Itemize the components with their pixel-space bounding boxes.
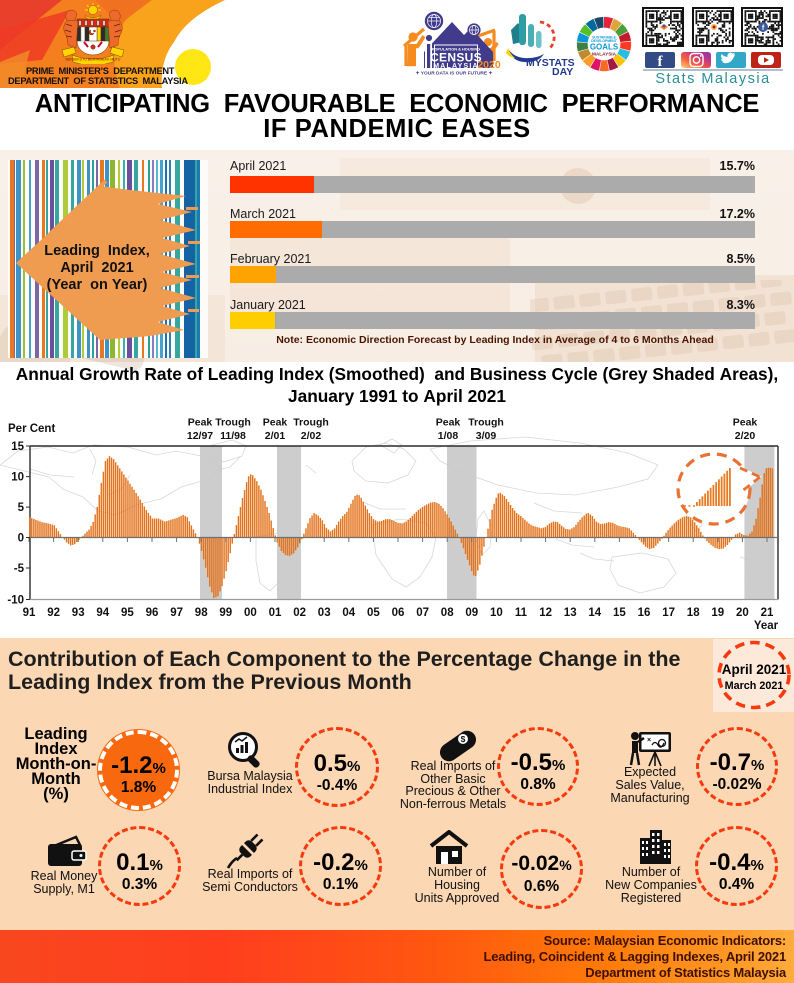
svg-text:03: 03 xyxy=(318,607,331,619)
svg-text:MALAYSIA: MALAYSIA xyxy=(433,63,479,70)
svg-text:-5: -5 xyxy=(14,563,25,575)
svg-text:10: 10 xyxy=(11,472,24,484)
svg-text:Peak: Peak xyxy=(436,417,461,429)
svg-text:17: 17 xyxy=(662,607,675,619)
svg-text:DEVELOPMENT: DEVELOPMENT xyxy=(591,39,618,43)
svg-text:$: $ xyxy=(461,734,466,744)
svg-text:(Year on Year): (Year on Year) xyxy=(47,277,148,293)
svg-text:2/20: 2/20 xyxy=(735,430,756,442)
svg-text:DAY: DAY xyxy=(552,66,573,76)
svg-text:0: 0 xyxy=(18,533,24,545)
svg-text:-10: -10 xyxy=(7,595,24,607)
svg-text:12/97: 12/97 xyxy=(187,430,213,442)
svg-text:15: 15 xyxy=(613,607,626,619)
svg-text:f: f xyxy=(658,54,664,70)
svg-text:BERSEKUTU BERTAMBAH MUTU: BERSEKUTU BERTAMBAH MUTU xyxy=(66,58,121,62)
svg-text:1/08: 1/08 xyxy=(438,430,459,442)
svg-text:00: 00 xyxy=(244,607,257,619)
svg-text:02: 02 xyxy=(293,607,306,619)
svg-text:5: 5 xyxy=(18,502,25,514)
svg-text:GOALS: GOALS xyxy=(590,43,618,52)
svg-text:March 2021: March 2021 xyxy=(725,680,784,692)
svg-text:20: 20 xyxy=(736,607,749,619)
svg-text:10: 10 xyxy=(490,607,503,619)
svg-text:93: 93 xyxy=(72,607,85,619)
svg-text:14: 14 xyxy=(588,607,601,619)
svg-text:18: 18 xyxy=(687,607,700,619)
svg-text:01: 01 xyxy=(269,607,282,619)
svg-text:Leading Index,: Leading Index, xyxy=(44,243,150,259)
svg-text:April 2021: April 2021 xyxy=(722,662,787,677)
svg-text:96: 96 xyxy=(146,607,159,619)
svg-text:06: 06 xyxy=(392,607,405,619)
svg-text:×: × xyxy=(647,737,651,744)
svg-text:MALAYSIA: MALAYSIA xyxy=(592,51,617,56)
svg-text:3/09: 3/09 xyxy=(476,430,497,442)
svg-text:April 2021: April 2021 xyxy=(60,260,133,276)
svg-text:MYSTATS: MYSTATS xyxy=(526,57,575,69)
svg-text:Peak: Peak xyxy=(188,417,213,429)
svg-text:Per Cent: Per Cent xyxy=(8,423,55,435)
svg-text:Peak: Peak xyxy=(263,417,288,429)
svg-text:13: 13 xyxy=(564,607,577,619)
svg-text:Year: Year xyxy=(754,620,779,632)
svg-text:08: 08 xyxy=(441,607,454,619)
svg-text:2/02: 2/02 xyxy=(301,430,322,442)
svg-text:16: 16 xyxy=(638,607,651,619)
svg-text:11: 11 xyxy=(515,607,528,619)
svg-text:92: 92 xyxy=(47,607,60,619)
svg-text:09: 09 xyxy=(465,607,478,619)
svg-text:Peak: Peak xyxy=(733,417,758,429)
svg-text:f: f xyxy=(762,25,765,32)
svg-text:97: 97 xyxy=(170,607,183,619)
svg-text:98: 98 xyxy=(195,607,208,619)
svg-text:Stats Malaysia: Stats Malaysia xyxy=(655,71,770,87)
svg-text:12: 12 xyxy=(539,607,552,619)
svg-text:Trough: Trough xyxy=(468,417,504,429)
svg-text:99: 99 xyxy=(219,607,232,619)
svg-text:21: 21 xyxy=(761,607,774,619)
svg-text:19: 19 xyxy=(711,607,724,619)
svg-text:04: 04 xyxy=(342,607,355,619)
svg-text:95: 95 xyxy=(121,607,134,619)
svg-text:05: 05 xyxy=(367,607,380,619)
svg-text:94: 94 xyxy=(96,607,109,619)
svg-text:Trough: Trough xyxy=(215,417,251,429)
svg-text:2020: 2020 xyxy=(477,59,501,71)
svg-text:SUSTAINABLE: SUSTAINABLE xyxy=(592,35,616,39)
svg-text:✦ YOUR DATA IS OUR FUTURE ✦: ✦ YOUR DATA IS OUR FUTURE ✦ xyxy=(416,71,493,77)
svg-text:2/01: 2/01 xyxy=(265,430,286,442)
svg-text:CENSUS: CENSUS xyxy=(430,51,482,65)
svg-text:11/98: 11/98 xyxy=(220,430,246,442)
svg-text:Trough: Trough xyxy=(293,417,329,429)
svg-text:15: 15 xyxy=(11,441,24,453)
svg-text:07: 07 xyxy=(416,607,429,619)
svg-text:POPULATION & HOUSING: POPULATION & HOUSING xyxy=(432,47,480,52)
svg-text:91: 91 xyxy=(23,607,36,619)
